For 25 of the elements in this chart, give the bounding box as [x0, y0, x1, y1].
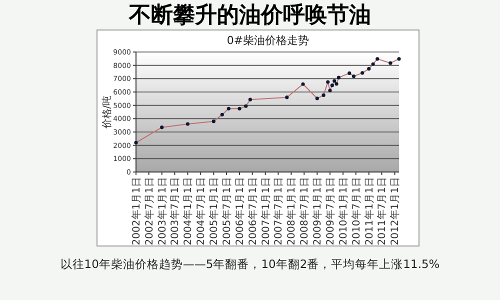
x-tick-label: 2004年7月1日 — [195, 177, 208, 246]
x-tick-label: 2010年7月1日 — [350, 177, 362, 246]
x-tick-label: 2010年1月1日 — [338, 177, 350, 246]
x-tick-label: 2004年1月1日 — [182, 177, 194, 246]
x-tick-label: 2005年7月1日 — [220, 177, 233, 246]
text: 以往10年柴油价格趋势——5年翻番，10年翻2番，平均每年上涨11.5% — [60, 257, 440, 271]
x-tick-label: 2005年1月1日 — [208, 177, 220, 246]
x-tick-label: 2006年1月1日 — [234, 177, 246, 246]
x-tick-label: 2006年7月1日 — [246, 177, 259, 246]
x-tick-label: 2011年7月1日 — [376, 177, 388, 246]
chart-subtitle: 不断攀升的油价呼唤节油 — [128, 3, 371, 28]
x-tick-label: 2003年1月1日 — [156, 177, 168, 246]
x-tick-label: 2009年7月1日 — [324, 177, 336, 246]
x-tick-label: 2002年7月1日 — [143, 177, 156, 246]
x-tick-label: 2008年7月1日 — [298, 177, 311, 246]
x-tick-label: 2003年7月1日 — [169, 177, 182, 246]
x-tick-label: 2007年7月1日 — [272, 177, 285, 246]
y-axis-title: 价格/吨 — [101, 95, 113, 130]
x-tick-label: 2007年1月1日 — [260, 177, 272, 246]
x-tick-label: 2011年1月1日 — [363, 177, 376, 246]
x-tick-label: 2002年1月1日 — [130, 177, 142, 246]
x-tick-label: 2012年1月1日 — [389, 177, 402, 246]
x-tick-label: 2008年1月1日 — [286, 177, 298, 246]
chart-title: 0#柴油价格走势 — [226, 34, 310, 47]
x-tick-label: 2009年1月1日 — [312, 177, 324, 246]
